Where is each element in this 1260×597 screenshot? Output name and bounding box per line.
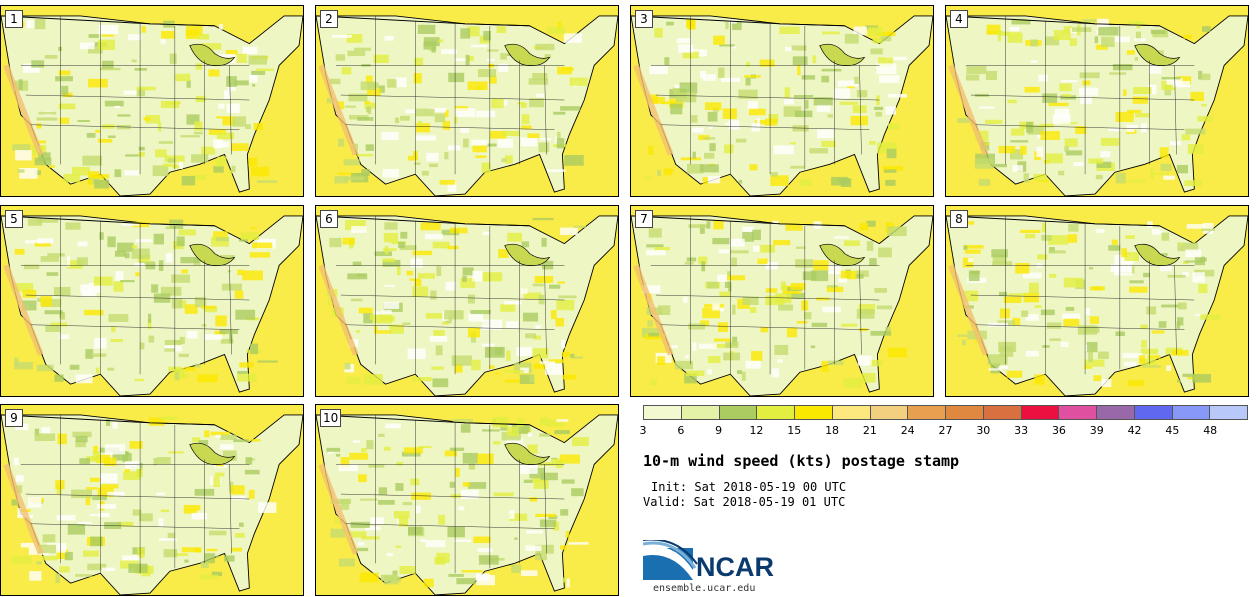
panel-number: 1 [5,10,23,28]
panel-number: 4 [950,10,968,28]
colorbar-tick-label: 6 [677,424,685,437]
colorbar-tick-label: 48 [1203,424,1218,437]
map-panel-2: 2 [315,5,619,197]
wind-speed-map [1,6,303,196]
ncar-logo-icon [643,540,698,580]
wind-speed-map [946,6,1248,196]
colorbar-ticks: 3 6 9 12 15 18 21 24 27 30 33 36 39 42 45 48 [639,424,1248,438]
panel-number: 2 [320,10,338,28]
colorbar-swatch [1097,406,1135,419]
panel-number: 9 [5,409,23,427]
colorbar-swatch [644,406,682,419]
panel-number: 3 [635,10,653,28]
colorbar-swatch [946,406,984,419]
colorbar-tick-label: 42 [1127,424,1142,437]
colorbar-swatch [719,406,758,419]
map-panel-1: 1 [0,5,304,197]
colorbar-swatch [795,406,833,419]
wind-speed-map [1,405,303,595]
map-panel-9: 9 [0,404,304,596]
colorbar-tick-label: 27 [938,424,953,437]
colorbar-swatch [908,406,946,419]
colorbar-swatch [1021,406,1060,419]
wind-speed-map [946,206,1248,396]
colorbar-swatch [1134,406,1173,419]
map-panel-5: 5 [0,205,304,397]
map-panel-10: 10 [315,404,619,596]
colorbar-swatch [681,406,720,419]
colorbar [643,405,1248,420]
colorbar-swatch [757,406,795,419]
plot-title: 10-m wind speed (kts) postage stamp [643,452,960,470]
colorbar-tick-label: 12 [749,424,764,437]
panel-number: 8 [950,210,968,228]
colorbar-tick-label: 24 [900,424,915,437]
colorbar-tick-label: 33 [1014,424,1029,437]
wind-speed-map [1,206,303,396]
site-url: ensemble.ucar.edu [653,583,756,594]
panel-number: 7 [635,210,653,228]
colorbar-swatch [1172,406,1211,419]
wind-speed-map [316,405,618,595]
colorbar-tick-label: 36 [1051,424,1066,437]
colorbar-swatch [832,406,871,419]
map-panel-7: 7 [630,205,934,397]
colorbar-tick-label: 3 [639,424,647,437]
wind-speed-map [316,6,618,196]
colorbar-tick-label: 21 [862,424,877,437]
wind-speed-map [316,206,618,396]
colorbar-tick-label: 39 [1089,424,1104,437]
colorbar-tick-label: 9 [715,424,723,437]
wind-speed-map [631,206,933,396]
map-panel-4: 4 [945,5,1249,197]
colorbar-tick-label: 45 [1165,424,1180,437]
colorbar-tick-label: 30 [976,424,991,437]
init-time: Init: Sat 2018-05-19 00 UTC [651,480,847,494]
colorbar-swatch [1059,406,1097,419]
map-panel-3: 3 [630,5,934,197]
logo-text: NCAR [696,552,774,582]
colorbar-swatch [870,406,909,419]
valid-time: Valid: Sat 2018-05-19 01 UTC [643,495,846,509]
map-panel-8: 8 [945,205,1249,397]
panel-number: 5 [5,210,23,228]
colorbar-swatch [1210,406,1247,419]
colorbar-tick-label: 18 [825,424,840,437]
map-panel-6: 6 [315,205,619,397]
panel-number: 10 [320,409,342,427]
wind-speed-map [631,6,933,196]
colorbar-tick-label: 15 [787,424,802,437]
panel-number: 6 [320,210,338,228]
colorbar-swatch [983,406,1022,419]
